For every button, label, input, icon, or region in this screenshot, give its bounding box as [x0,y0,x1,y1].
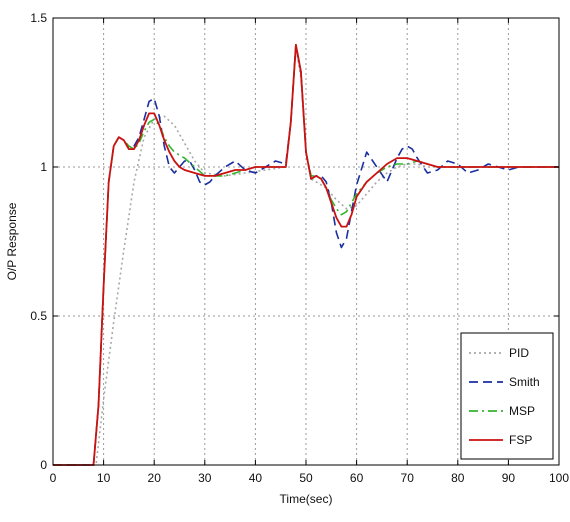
y-tick-label: 0 [40,458,47,472]
legend-label-fsp: FSP [509,433,532,447]
series-line-fsp [53,43,559,466]
x-tick-label: 20 [148,471,162,485]
x-tick-label: 80 [451,471,465,485]
x-tick-label: 10 [97,471,111,485]
series-lines [53,43,559,466]
x-tick-label: 0 [50,471,57,485]
y-tick-label: 0.5 [30,309,47,323]
x-tick-label: 50 [299,471,313,485]
x-tick-label: 70 [401,471,415,485]
legend: PID Smith MSP FSP [460,332,554,460]
series-line-smith [53,43,559,466]
legend-label-msp: MSP [509,404,535,418]
axis-ticks: 0 10 20 30 40 50 60 70 80 90 100 0 0.5 1 1.5 [30,11,569,485]
x-tick-label: 40 [249,471,263,485]
x-axis-label: Time(sec) [280,492,333,506]
y-tick-label: 1.5 [30,11,47,25]
legend-label-smith: Smith [509,375,540,389]
x-tick-label: 90 [502,471,516,485]
x-tick-label: 100 [549,471,569,485]
y-axis-label: O/P Response [5,202,19,280]
x-tick-label: 30 [198,471,212,485]
x-tick-label: 60 [350,471,364,485]
legend-box [460,332,554,460]
y-tick-label: 1 [40,160,47,174]
legend-label-pid: PID [509,346,529,360]
